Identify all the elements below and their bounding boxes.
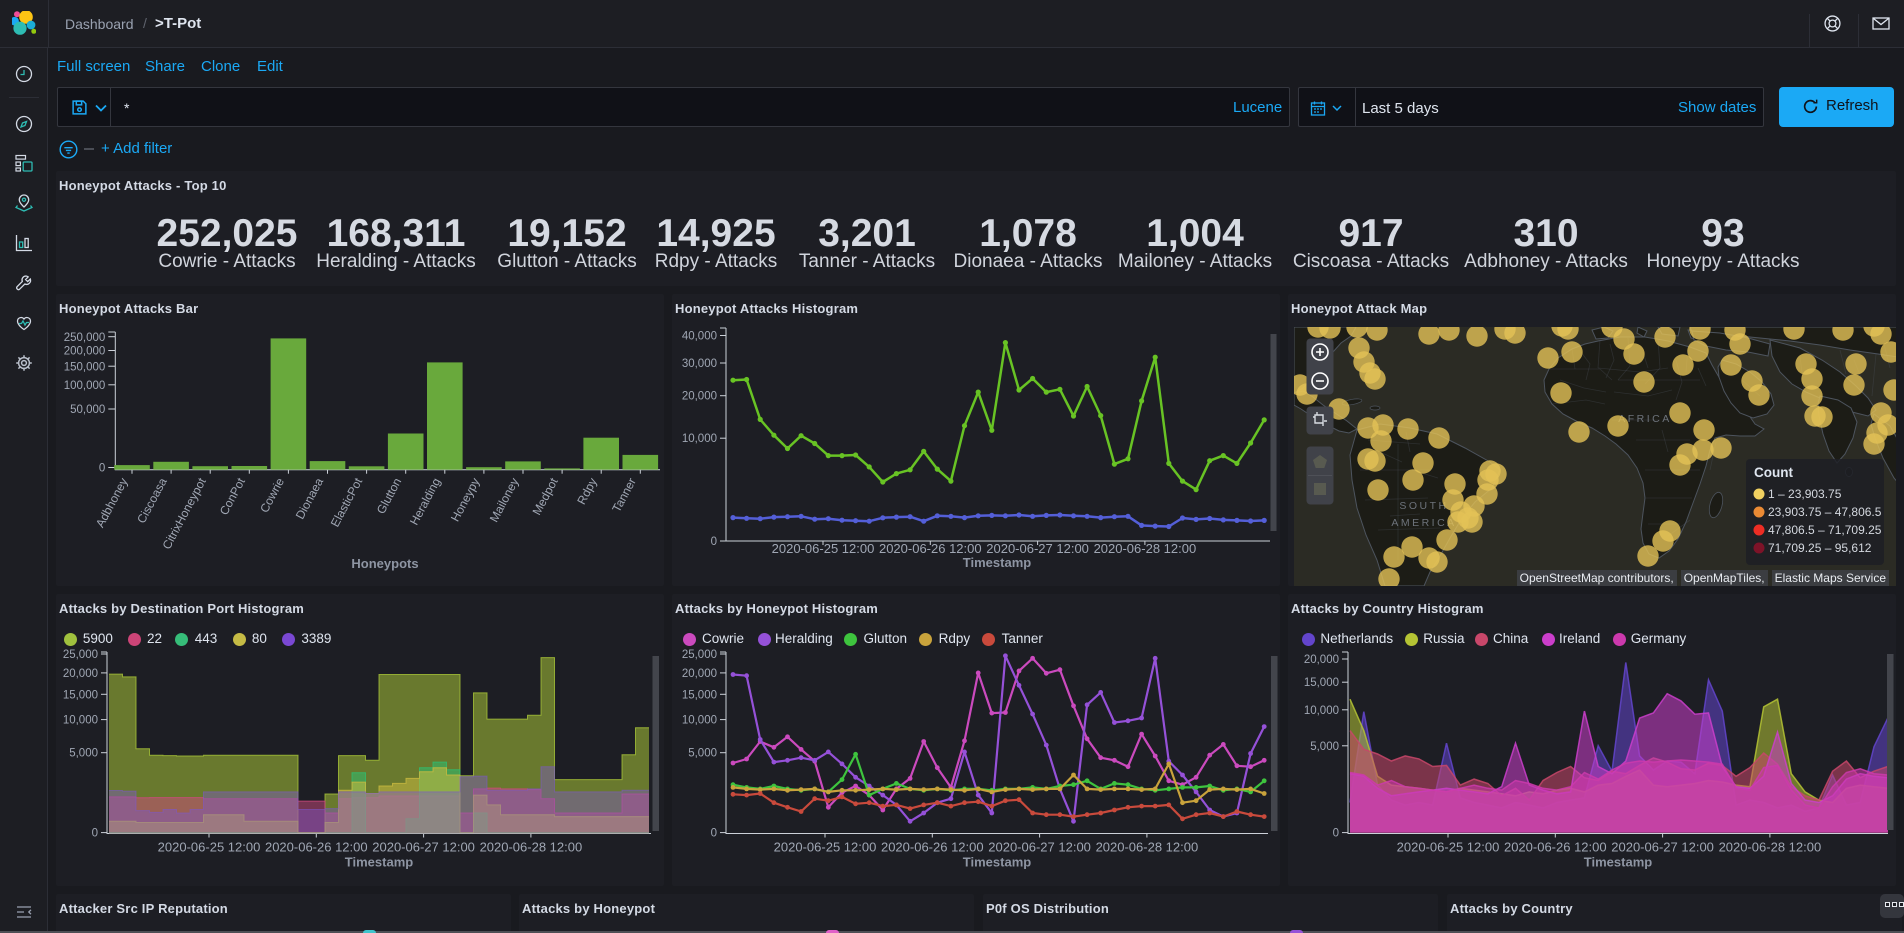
svg-text:250,000: 250,000 (64, 332, 106, 344)
svg-text:0: 0 (1333, 828, 1339, 840)
svg-text:Count: Count (1754, 465, 1793, 480)
svg-text:2020-06-25 12:00: 2020-06-25 12:00 (774, 840, 877, 855)
svg-text:ElasticPot: ElasticPot (328, 475, 366, 529)
svg-text:AMERICA: AMERICA (1391, 517, 1456, 529)
svg-text:Honeypots: Honeypots (351, 556, 418, 571)
svg-text:SOUTH: SOUTH (1399, 500, 1448, 512)
svg-text:15,000: 15,000 (63, 689, 98, 701)
svg-text:47,806.5 – 71,709.25: 47,806.5 – 71,709.25 (1768, 523, 1882, 537)
svg-text:150,000: 150,000 (64, 361, 106, 373)
svg-text:Timestamp: Timestamp (345, 855, 413, 870)
svg-text:25,000: 25,000 (63, 649, 98, 661)
svg-text:30,000: 30,000 (682, 358, 717, 370)
svg-text:50,000: 50,000 (70, 404, 105, 416)
svg-text:Dionaea: Dionaea (293, 475, 327, 521)
svg-text:2020-06-25 12:00: 2020-06-25 12:00 (772, 541, 875, 556)
svg-text:Cowrie: Cowrie (257, 475, 287, 515)
svg-text:0: 0 (92, 828, 98, 840)
svg-text:1 – 23,903.75: 1 – 23,903.75 (1768, 487, 1842, 501)
svg-text:0: 0 (99, 463, 105, 475)
svg-text:5,000: 5,000 (1310, 741, 1339, 753)
svg-text:71,709.25 – 95,612: 71,709.25 – 95,612 (1768, 541, 1872, 555)
svg-text:ConPot: ConPot (217, 475, 248, 518)
svg-text:2020-06-26 12:00: 2020-06-26 12:00 (881, 840, 984, 855)
svg-text:5,000: 5,000 (69, 748, 98, 760)
svg-text:2020-06-28 12:00: 2020-06-28 12:00 (480, 840, 583, 855)
svg-text:Timestamp: Timestamp (963, 855, 1031, 870)
svg-text:Heralding: Heralding (407, 476, 443, 528)
svg-text:Ciscoasa: Ciscoasa (134, 475, 170, 525)
svg-text:2020-06-25 12:00: 2020-06-25 12:00 (1397, 840, 1500, 855)
svg-text:25,000: 25,000 (682, 649, 717, 661)
svg-text:Honeypy: Honeypy (448, 476, 483, 524)
svg-text:Adbhoney: Adbhoney (93, 476, 131, 530)
svg-text:2020-06-26 12:00: 2020-06-26 12:00 (879, 541, 982, 556)
svg-text:2020-06-28 12:00: 2020-06-28 12:00 (1094, 541, 1197, 556)
svg-text:20,000: 20,000 (682, 391, 717, 403)
svg-text:20,000: 20,000 (1304, 654, 1339, 666)
svg-text:2020-06-27 12:00: 2020-06-27 12:00 (986, 541, 1089, 556)
svg-text:2020-06-28 12:00: 2020-06-28 12:00 (1096, 840, 1199, 855)
svg-text:Timestamp: Timestamp (1584, 855, 1652, 870)
svg-text:20,000: 20,000 (63, 668, 98, 680)
svg-text:Rdpy: Rdpy (574, 476, 600, 507)
svg-text:Mailoney: Mailoney (487, 476, 522, 525)
svg-text:Medpot: Medpot (530, 475, 561, 518)
svg-text:Timestamp: Timestamp (963, 555, 1031, 570)
svg-text:2020-06-26 12:00: 2020-06-26 12:00 (1504, 840, 1607, 855)
svg-text:2020-06-28 12:00: 2020-06-28 12:00 (1719, 840, 1822, 855)
svg-text:Glutton: Glutton (374, 476, 405, 517)
svg-text:0: 0 (711, 828, 717, 840)
svg-text:10,000: 10,000 (1304, 705, 1339, 717)
svg-text:2020-06-25 12:00: 2020-06-25 12:00 (158, 840, 261, 855)
svg-text:20,000: 20,000 (682, 668, 717, 680)
svg-text:15,000: 15,000 (682, 689, 717, 701)
svg-text:2020-06-27 12:00: 2020-06-27 12:00 (372, 840, 475, 855)
svg-text:40,000: 40,000 (682, 331, 717, 343)
svg-text:100,000: 100,000 (64, 380, 106, 392)
svg-text:15,000: 15,000 (1304, 677, 1339, 689)
svg-text:5,000: 5,000 (688, 748, 717, 760)
svg-text:Tanner: Tanner (609, 476, 639, 515)
svg-text:2020-06-26 12:00: 2020-06-26 12:00 (265, 840, 368, 855)
svg-text:2020-06-27 12:00: 2020-06-27 12:00 (1611, 840, 1714, 855)
svg-text:10,000: 10,000 (63, 715, 98, 727)
svg-text:200,000: 200,000 (64, 346, 106, 358)
svg-text:0: 0 (711, 536, 717, 548)
svg-text:10,000: 10,000 (682, 433, 717, 445)
svg-text:10,000: 10,000 (682, 715, 717, 727)
svg-text:2020-06-27 12:00: 2020-06-27 12:00 (988, 840, 1091, 855)
svg-text:AFRICA: AFRICA (1618, 413, 1672, 425)
svg-text:23,903.75 – 47,806.5: 23,903.75 – 47,806.5 (1768, 505, 1882, 519)
